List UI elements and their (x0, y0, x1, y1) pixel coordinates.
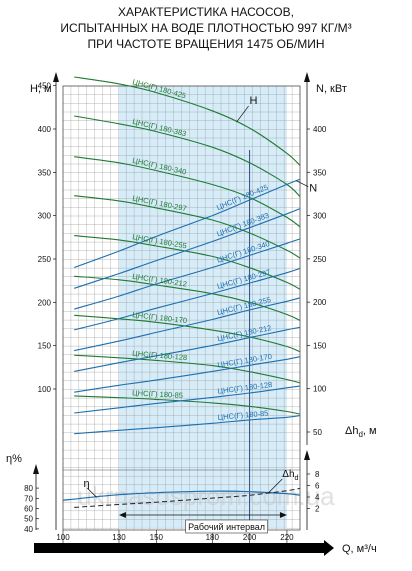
n-axis-tick-label: 150 (313, 341, 327, 350)
npsh-axis-tick-label: 2 (315, 505, 320, 514)
eff-axis-arrow (33, 464, 39, 474)
working-interval-arrowhead-right (279, 512, 287, 518)
power-curve (74, 385, 301, 414)
working-interval-box (185, 519, 268, 534)
npsh-axis-label: Δhd, м (345, 425, 377, 439)
h-axis-arrow (53, 72, 59, 82)
n-axis-tick-label: 350 (313, 168, 327, 177)
power-label-leader (296, 180, 309, 188)
h-axis-tick-label: 150 (38, 342, 52, 351)
eff-axis-tick-label: 80 (24, 484, 33, 493)
npsh-axis-tick-label: 4 (315, 493, 320, 502)
n-axis-tick-label: 50 (313, 428, 322, 437)
head-label-leader (236, 105, 249, 123)
head-label: H (250, 95, 258, 107)
npsh-axis-tick-label: 6 (315, 482, 320, 491)
q-axis-tick-label: 150 (150, 533, 164, 542)
power-curve (74, 297, 301, 352)
efficiency-curve (62, 490, 301, 501)
n-axis-arrow (304, 72, 310, 82)
head-curve (74, 235, 301, 290)
power-curve-label: ЦНС(Г) 180-85 (217, 409, 268, 422)
h-axis-label: H, м (30, 83, 52, 95)
eff-axis-label: η% (6, 453, 22, 465)
h-axis-tick-label: 100 (38, 385, 52, 394)
npsh-axis-arrow (304, 450, 310, 460)
q-axis-tick-label: 130 (112, 533, 126, 542)
working-zone (118, 86, 287, 528)
npsh-axis-tick-label: 8 (315, 470, 320, 479)
q-axis-tick-label: 200 (243, 533, 257, 542)
chart-title: ХАРАКТЕРИСТИКА НАСОСОВ, ИСПЫТАННЫХ НА ВО… (60, 5, 351, 51)
eff-label: η (84, 478, 90, 490)
eff-axis-tick-label: 60 (24, 505, 33, 514)
q-axis-tick-label: 220 (280, 533, 294, 542)
h-axis-tick-label: 400 (38, 125, 52, 134)
h-axis-tick-label: 350 (38, 168, 52, 177)
head-curve-label: ЦНС(Г) 180-85 (132, 388, 183, 400)
eff-axis-tick-label: 70 (24, 494, 33, 503)
h-axis-tick-label: 200 (38, 298, 52, 307)
head-curve (74, 195, 301, 259)
eff-label-leader (87, 487, 97, 498)
q-axis-label: Q, м³/ч (342, 543, 377, 555)
head-curve-label: ЦНС(Г) 180-128 (132, 349, 188, 362)
power-curve (74, 267, 301, 331)
power-curve (74, 415, 301, 435)
eff-axis-tick-label: 40 (24, 525, 33, 534)
eff-axis-tick-label: 50 (24, 515, 33, 524)
power-curve (74, 356, 301, 393)
head-curve (74, 76, 301, 166)
power-curve (74, 238, 301, 310)
working-interval-label: Рабочий интервал (188, 522, 265, 532)
working-interval-arrowhead-left (118, 512, 126, 518)
h-axis-tick-label: 250 (38, 255, 52, 264)
head-curve (74, 156, 301, 228)
q-axis-arrow (324, 540, 334, 556)
power-curve (74, 178, 301, 269)
grid-layer (62, 85, 301, 531)
h-axis-tick-label: 300 (38, 212, 52, 221)
n-axis-tick-label: 250 (313, 255, 327, 264)
power-curve (74, 208, 301, 289)
npsh-label-leader (268, 478, 283, 494)
curves-layer (62, 76, 301, 508)
title-line-3: ПРИ ЧАСТОТЕ ВРАЩЕНИЯ 1475 ОБ/МИН (88, 37, 325, 51)
axes-layer: H, м100150200250300350400450η%4050607080… (6, 72, 377, 556)
q-axis-tick-label: 100 (56, 533, 70, 542)
n-axis-tick-label: 100 (313, 385, 327, 394)
npsh-curve (74, 487, 301, 508)
n-axis-tick-label: 300 (313, 212, 327, 221)
n-axis-tick-label: 400 (313, 125, 327, 134)
n-axis-label: N, кВт (316, 83, 347, 95)
head-curve (74, 395, 301, 415)
power-label: N (309, 183, 317, 195)
power-curve (74, 326, 301, 372)
q-axis-tick-label: 180 (206, 533, 220, 542)
npsh-label: Δhd (282, 469, 298, 482)
n-axis-tick-label: 200 (313, 298, 327, 307)
head-curve (74, 354, 301, 384)
title-line-1: ХАРАКТЕРИСТИКА НАСОСОВ, (118, 5, 294, 19)
plot-frame (62, 85, 301, 531)
working-zone-layer (118, 86, 287, 528)
title-line-2: ИСПЫТАННЫХ НА ВОДЕ ПЛОТНОСТЬЮ 997 КГ/М³ (60, 21, 351, 35)
watermark-layer: ukrnasosprom.com.ua (77, 481, 335, 511)
h-axis-tick-label: 450 (38, 82, 52, 91)
q-axis-bar (34, 543, 324, 553)
watermark: ukrnasosprom.com.ua (77, 481, 335, 511)
